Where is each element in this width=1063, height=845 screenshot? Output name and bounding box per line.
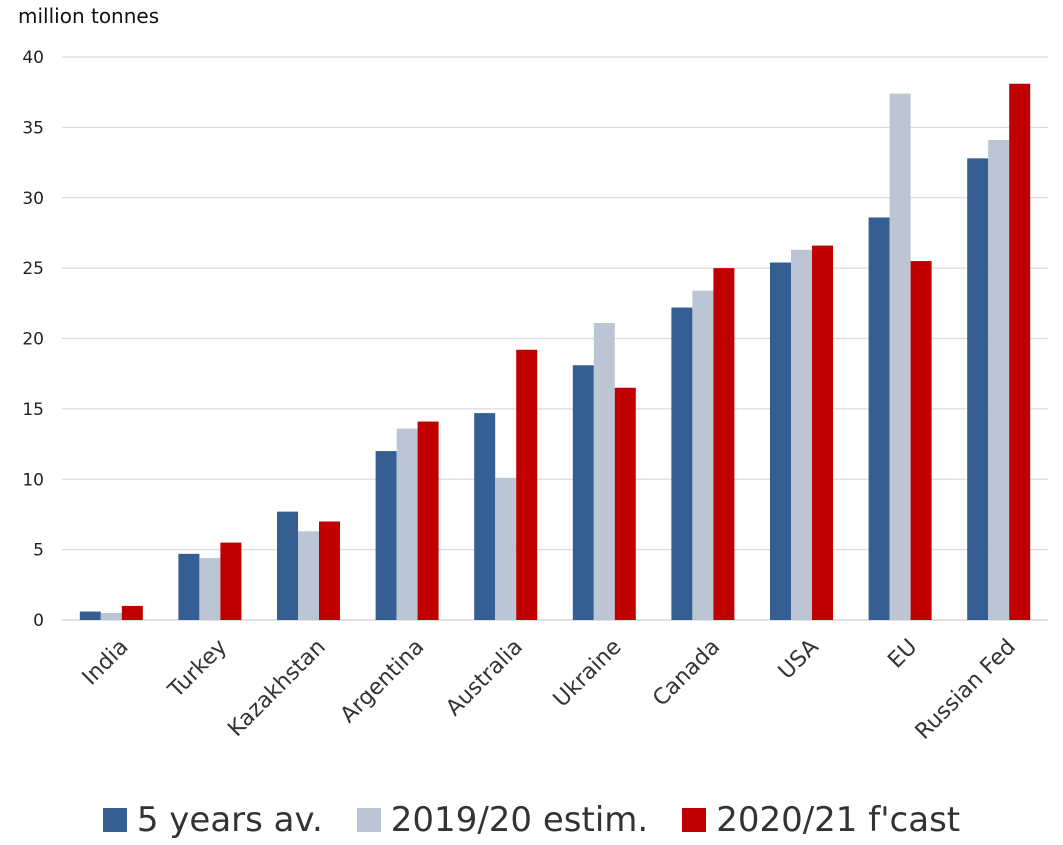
bar-series-3 xyxy=(1009,83,1031,621)
legend-swatch-series-2 xyxy=(356,808,381,832)
y-tick-label: 40 xyxy=(22,48,44,68)
x-tick-label: Kazakhstan xyxy=(223,635,330,742)
bar-series-3 xyxy=(812,245,833,621)
y-tick-label: 20 xyxy=(22,330,44,350)
x-tick-label: Australia xyxy=(441,635,527,721)
bar-series-2 xyxy=(199,558,221,620)
legend-item: 2019/20 estim. xyxy=(356,800,649,840)
bar-series-2 xyxy=(298,531,319,620)
bar-series-3 xyxy=(516,349,538,620)
x-tick-label: Turkey xyxy=(163,635,232,704)
x-tick-label: EU xyxy=(883,635,922,674)
bar-series-2 xyxy=(692,290,714,620)
bar-series-2 xyxy=(100,612,122,620)
bar-series-1 xyxy=(868,217,890,620)
x-tick-label: Russian Fed xyxy=(911,635,1021,745)
bar-series-1 xyxy=(572,365,594,620)
bars xyxy=(79,83,1031,621)
legend-swatch-series-1 xyxy=(102,808,127,832)
legend-swatch-series-3 xyxy=(682,808,707,832)
bar-series-1 xyxy=(79,611,101,620)
y-tick-label: 10 xyxy=(22,470,44,490)
bar-series-2 xyxy=(593,323,615,620)
legend: 5 years av. 2019/20 estim. 2020/21 f'cas… xyxy=(0,800,1063,840)
bar-series-1 xyxy=(474,413,496,620)
legend-item: 2020/21 f'cast xyxy=(682,800,960,840)
x-tick-label: Ukraine xyxy=(549,635,627,713)
x-tick-label: USA xyxy=(774,635,824,685)
bar-series-3 xyxy=(319,521,340,620)
bar-series-3 xyxy=(713,268,735,620)
y-tick-label: 35 xyxy=(22,118,44,138)
legend-label-series-3: 2020/21 f'cast xyxy=(716,800,961,840)
legend-label-series-2: 2019/20 estim. xyxy=(390,800,649,840)
y-axis-ticks: 0 5 10 15 20 25 30 35 40 xyxy=(22,48,44,631)
x-tick-label: India xyxy=(78,635,134,691)
bar-series-2 xyxy=(889,93,911,621)
bar-series-3 xyxy=(121,605,143,620)
bar-series-3 xyxy=(910,261,932,620)
bar-series-1 xyxy=(770,262,791,620)
bar-series-2 xyxy=(396,428,418,620)
bar-series-1 xyxy=(375,451,397,620)
bar-series-1 xyxy=(277,511,298,620)
x-tick-label: Canada xyxy=(648,635,725,712)
bar-series-1 xyxy=(967,158,989,620)
bar-series-1 xyxy=(671,307,693,620)
bar-series-2 xyxy=(791,249,812,620)
y-tick-label: 15 xyxy=(22,400,44,420)
bar-series-1 xyxy=(178,553,200,620)
bar-series-2 xyxy=(988,140,1010,621)
y-axis-unit-label: million tonnes xyxy=(18,4,160,28)
bar-series-3 xyxy=(417,421,439,620)
bar-series-3 xyxy=(614,387,636,620)
y-tick-label: 30 xyxy=(22,189,44,209)
x-tick-label: Argentina xyxy=(336,635,430,729)
y-tick-label: 5 xyxy=(33,541,44,561)
y-tick-label: 25 xyxy=(22,259,44,279)
legend-item: 5 years av. xyxy=(102,800,323,840)
legend-label-series-1: 5 years av. xyxy=(136,800,323,840)
bar-series-3 xyxy=(220,542,242,620)
bar-series-2 xyxy=(495,477,517,620)
y-tick-label: 0 xyxy=(33,611,44,631)
